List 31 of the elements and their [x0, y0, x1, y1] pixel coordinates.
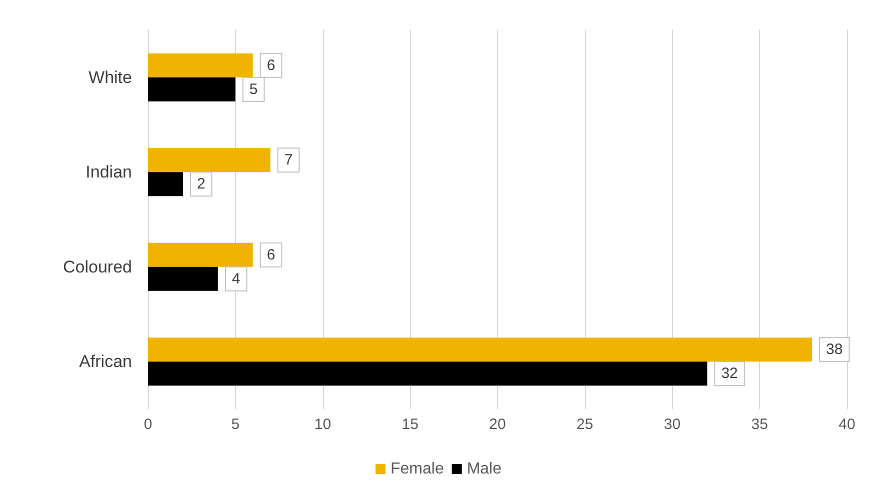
- bar: [148, 148, 270, 172]
- y-tick-label: Indian: [86, 162, 132, 182]
- x-tick-label: 15: [402, 416, 418, 433]
- bar: [148, 266, 218, 291]
- bar: [148, 172, 183, 196]
- x-tick-label: 10: [314, 416, 332, 433]
- legend-label: Male: [466, 460, 502, 478]
- bar: [148, 362, 708, 386]
- bar: [148, 242, 253, 267]
- x-tick-label: 20: [489, 416, 506, 433]
- y-tick-label: White: [88, 68, 132, 87]
- data-label: 7: [284, 152, 293, 169]
- x-tick-label: 30: [664, 416, 681, 433]
- y-tick-label: Coloured: [63, 257, 132, 276]
- bar: [148, 338, 812, 362]
- data-label: 6: [266, 56, 276, 74]
- bar: [148, 77, 236, 102]
- bar: [148, 53, 253, 78]
- x-tick-label: 40: [838, 416, 856, 433]
- data-label: 5: [249, 80, 258, 98]
- data-label: 38: [826, 341, 843, 358]
- x-tick-label: 25: [576, 416, 594, 433]
- data-label: 32: [721, 365, 738, 382]
- x-tick-label: 5: [231, 416, 240, 433]
- x-tick-label: 35: [751, 416, 768, 433]
- data-label: 2: [196, 176, 206, 193]
- y-tick-label: African: [79, 352, 132, 372]
- data-label: 6: [266, 246, 276, 264]
- legend-label: Female: [390, 460, 444, 478]
- x-tick-label: 0: [144, 416, 152, 433]
- data-label: 4: [232, 270, 240, 288]
